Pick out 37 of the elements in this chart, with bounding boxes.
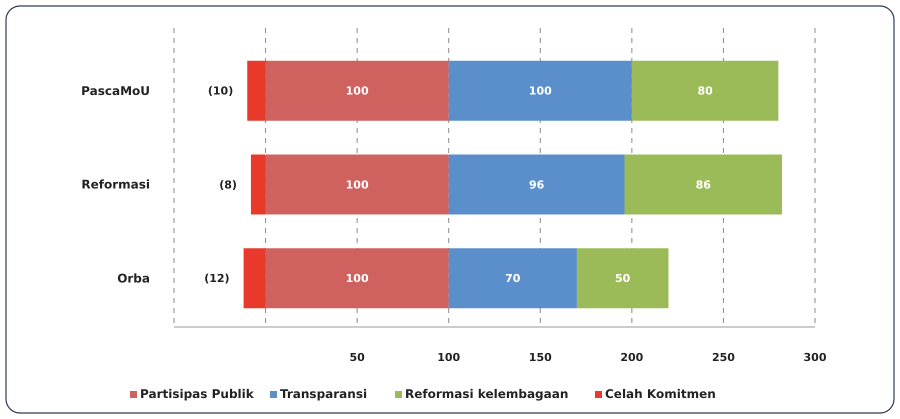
y-tick-label: PascaMoU [81, 84, 150, 98]
y-tick-label: Orba [117, 271, 150, 286]
data-label: 70 [505, 272, 521, 286]
bar [266, 248, 449, 308]
bar [624, 154, 782, 214]
bar [576, 248, 668, 308]
data-label: (8) [219, 178, 237, 192]
data-label: 50 [615, 272, 631, 286]
bar [448, 154, 625, 214]
x-tick-label: 50 [349, 351, 366, 364]
bar [266, 154, 449, 214]
data-label: 100 [346, 84, 369, 98]
bar [244, 248, 266, 308]
bar [632, 60, 778, 121]
x-tick-label: 150 [528, 351, 552, 364]
data-label: (12) [204, 272, 230, 286]
data-label: 80 [697, 84, 714, 98]
data-label: (10) [208, 84, 234, 98]
legend-label: Celah Komitmen [605, 387, 716, 401]
y-tick-label: Reformasi [81, 178, 150, 192]
bar [250, 154, 266, 214]
data-label: 100 [528, 84, 552, 98]
legend-label: Transparansi [280, 387, 368, 401]
legend-label: Partisipas Publik [140, 387, 255, 401]
x-tick-label: 300 [804, 351, 827, 364]
legend-label: Reformasi kelembagaan [405, 387, 568, 401]
bar [448, 248, 577, 308]
bar [266, 60, 449, 121]
bar [247, 60, 266, 121]
x-tick-label: 200 [620, 351, 644, 364]
data-label: 86 [696, 178, 712, 192]
bar [448, 60, 632, 121]
x-tick-label: 100 [437, 351, 461, 364]
x-tick-label: 250 [712, 351, 736, 364]
data-label: 96 [528, 178, 545, 192]
data-label: 100 [346, 272, 369, 286]
data-label: 100 [346, 178, 369, 192]
